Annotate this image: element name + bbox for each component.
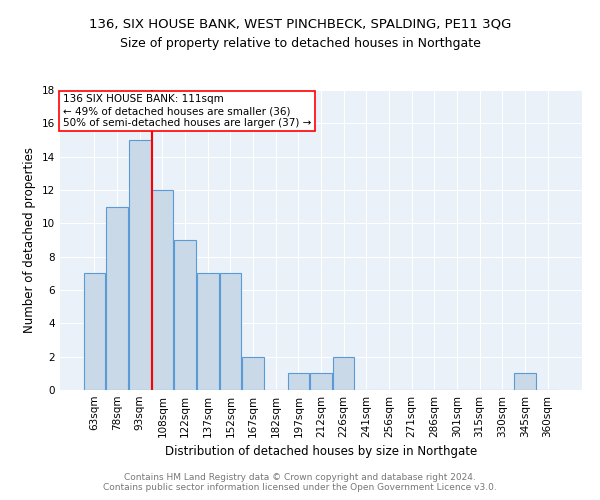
Text: 136 SIX HOUSE BANK: 111sqm
← 49% of detached houses are smaller (36)
50% of semi: 136 SIX HOUSE BANK: 111sqm ← 49% of deta… <box>62 94 311 128</box>
Bar <box>175 240 196 390</box>
Text: Contains HM Land Registry data © Crown copyright and database right 2024.
Contai: Contains HM Land Registry data © Crown c… <box>103 473 497 492</box>
Bar <box>197 274 218 390</box>
Bar <box>152 190 173 390</box>
X-axis label: Distribution of detached houses by size in Northgate: Distribution of detached houses by size … <box>165 446 477 458</box>
Bar <box>242 356 264 390</box>
Bar <box>129 140 151 390</box>
Bar <box>287 374 309 390</box>
Bar <box>84 274 105 390</box>
Text: 136, SIX HOUSE BANK, WEST PINCHBECK, SPALDING, PE11 3QG: 136, SIX HOUSE BANK, WEST PINCHBECK, SPA… <box>89 18 511 30</box>
Bar <box>106 206 128 390</box>
Bar <box>310 374 332 390</box>
Y-axis label: Number of detached properties: Number of detached properties <box>23 147 37 333</box>
Text: Size of property relative to detached houses in Northgate: Size of property relative to detached ho… <box>119 38 481 51</box>
Bar <box>220 274 241 390</box>
Bar <box>514 374 536 390</box>
Bar <box>333 356 355 390</box>
